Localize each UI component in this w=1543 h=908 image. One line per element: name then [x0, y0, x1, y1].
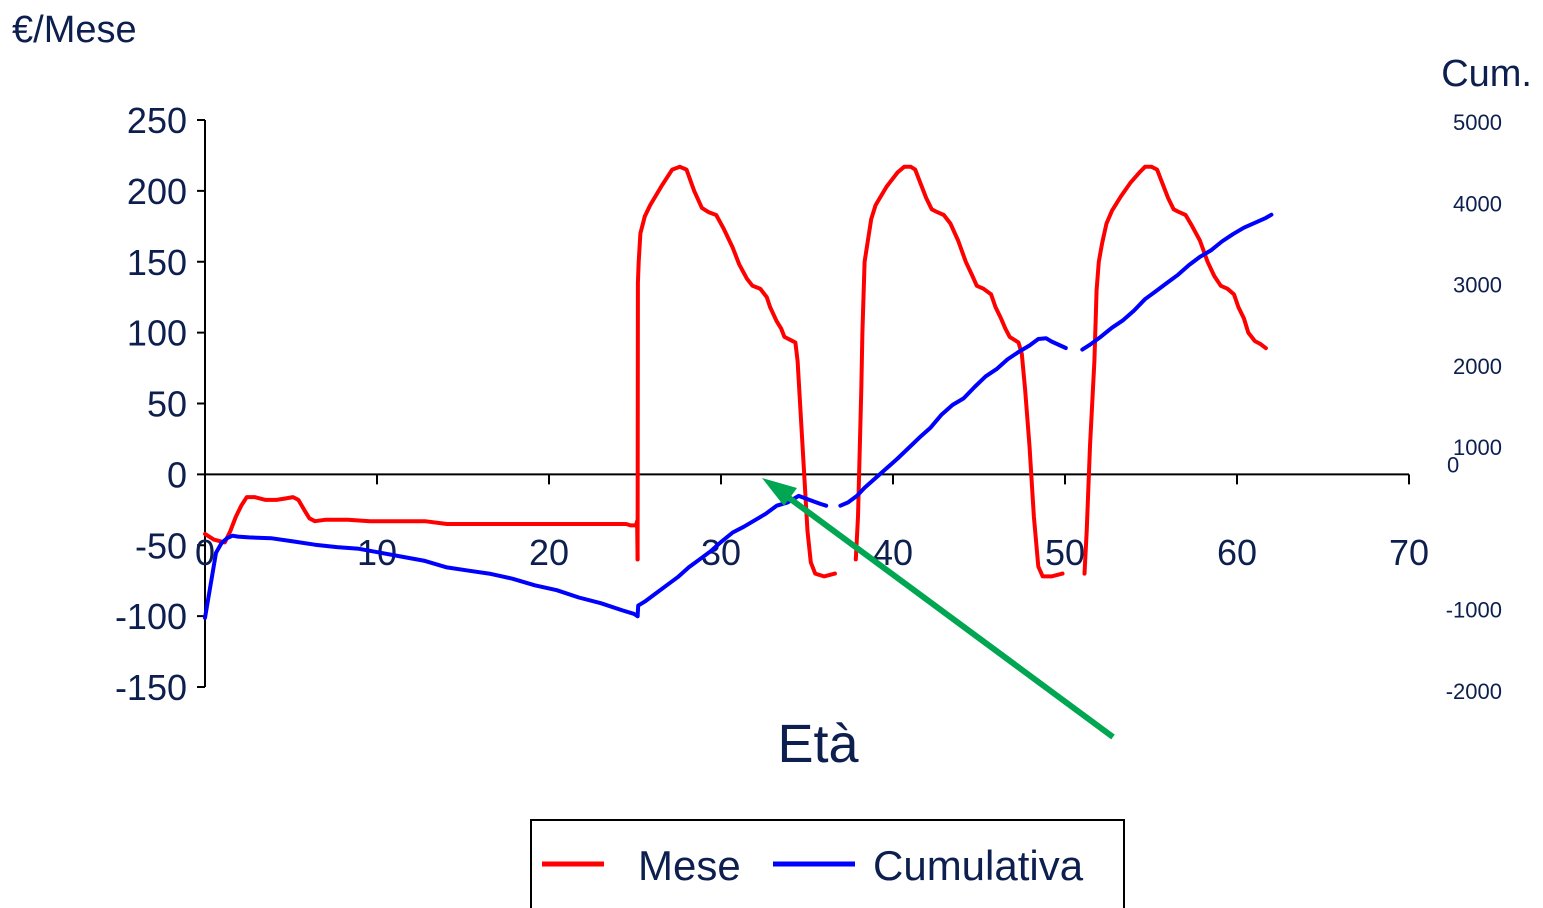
annotation-arrow-line: [779, 489, 1115, 740]
y-tick-label-right: 4000: [1453, 191, 1502, 216]
y-tick-label-right: 5000: [1453, 110, 1502, 135]
series-line-mese-segment-0: [203, 495, 640, 562]
y-tick-label-left: -50: [135, 525, 187, 566]
series-line-cumulativa-segment-2: [838, 336, 1068, 508]
x-tick-label: 50: [1045, 532, 1085, 573]
y-axis-title-left: €/Mese: [12, 9, 137, 51]
y-tick-label-right: -2000: [1446, 679, 1502, 704]
y-tick-label-right: 1000: [1453, 435, 1502, 460]
legend-label-mese: Mese: [638, 842, 741, 889]
y-tick-label-left: 50: [147, 384, 187, 425]
y-tick-label-right: 2000: [1453, 354, 1502, 379]
series-line-mese-segment-1: [635, 164, 837, 579]
y-tick-labels-left: -150 -100 -50 0 50 100 150 200 250: [115, 100, 187, 708]
x-tick-label: 20: [529, 532, 569, 573]
y-tick-label-left: 100: [127, 313, 187, 354]
y-tick-label-right: 3000: [1453, 273, 1502, 298]
y-tick-label-left: 150: [127, 242, 187, 283]
series-line-cumulativa-segment-3: [1080, 212, 1274, 352]
y-tick-label-left: 200: [127, 171, 187, 212]
y-tick-label-left: 250: [127, 100, 187, 141]
y-axis-title-right: Cum.: [1441, 53, 1532, 95]
y-tick-label-left: -100: [115, 596, 187, 637]
annotation-arrow-head: [762, 478, 797, 506]
x-tick-label: 60: [1217, 532, 1257, 573]
y-tick-label-right: -1000: [1446, 598, 1502, 623]
y-tick-label-right: 0: [1447, 452, 1459, 477]
x-tick-label: 70: [1389, 532, 1429, 573]
x-tick-label: 0: [195, 532, 215, 573]
x-axis-title: Età: [777, 714, 859, 774]
series-line-mese-segment-2: [853, 164, 1065, 579]
series-lines: [203, 164, 1274, 620]
series-line-mese-segment-3: [1082, 164, 1268, 576]
y-tick-label-left: 0: [167, 454, 187, 495]
y-tick-label-left: -150: [115, 667, 187, 708]
series-line-cumulativa-segment-1: [635, 493, 829, 619]
series-line-cumulativa-segment-0: [203, 533, 640, 620]
legend: Mese Cumulativa: [530, 819, 1125, 908]
legend-label-cumulativa: Cumulativa: [873, 842, 1084, 889]
axes: [197, 119, 1410, 688]
annotation-arrow: [762, 478, 1115, 740]
